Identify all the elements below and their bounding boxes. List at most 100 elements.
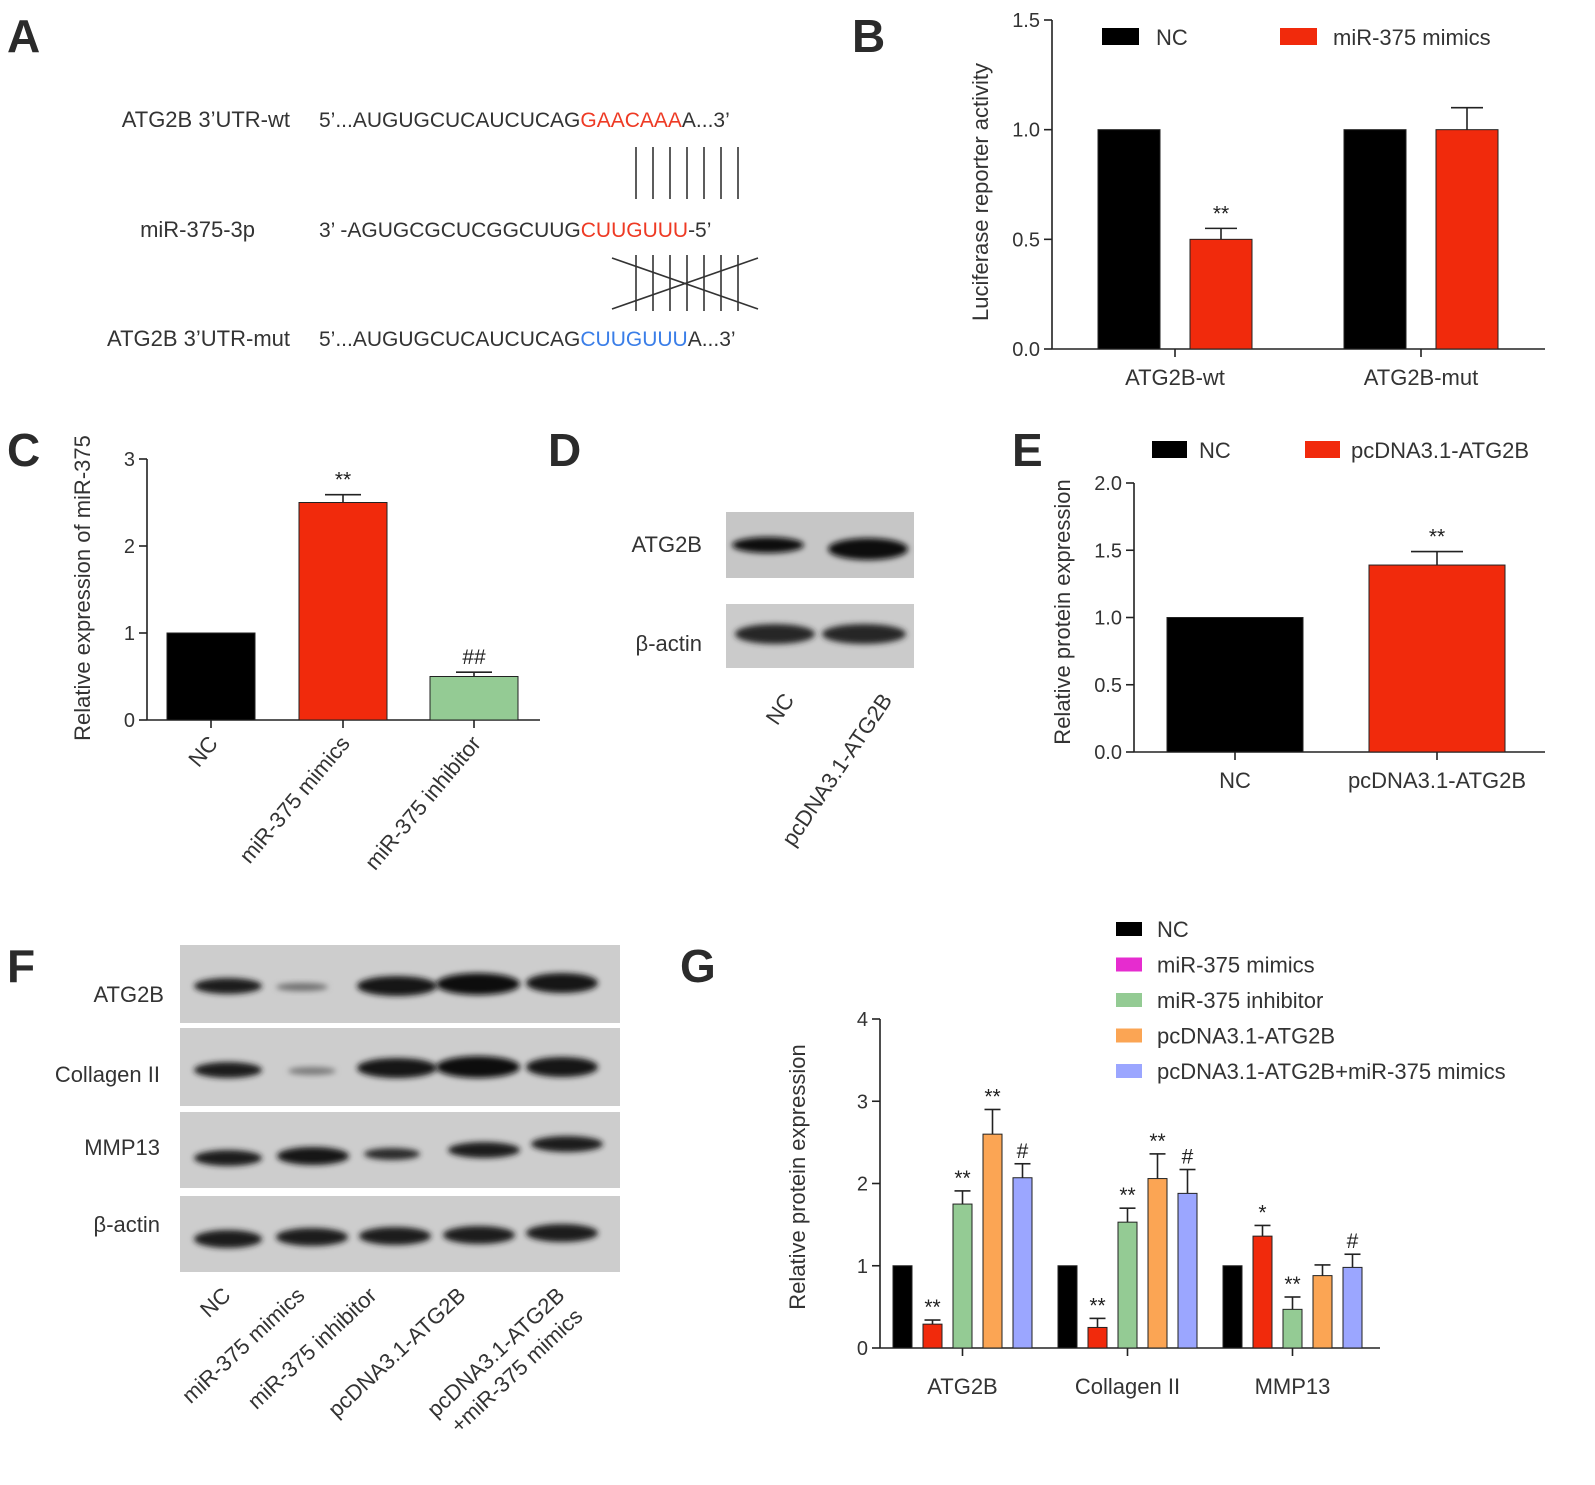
- g-legend-label: pcDNA3.1-ATG2B: [1157, 1024, 1335, 1049]
- panel-label-e: E: [1012, 424, 1043, 476]
- panel-label-b: B: [852, 10, 885, 62]
- g-bar: [922, 1323, 943, 1349]
- g-y-tick-label: 0: [857, 1338, 868, 1360]
- e-bar: [1368, 564, 1506, 753]
- g-significance-label: #: [1182, 1146, 1194, 1169]
- e-ylabel: Relative protein expression: [1050, 479, 1075, 744]
- b-bar: [1189, 238, 1253, 350]
- e-y-tick-label: 0.5: [1094, 675, 1122, 697]
- c-bar: [298, 502, 388, 721]
- e-legend-swatch-nc: [1152, 441, 1187, 458]
- d-blot-label-atg2b: ATG2B: [631, 532, 702, 557]
- d-lane-label-nc: NC: [761, 689, 800, 729]
- seq-wt-site: GAACAAA: [580, 109, 682, 132]
- seq-mirna-prefix: 3’ -AGUGCGCUCGGCUUG: [319, 219, 581, 242]
- g-bar: [1222, 1265, 1243, 1349]
- b-legend-swatch-nc: [1102, 28, 1139, 45]
- seq-wt: 5’...AUGUGCUCAUCUCAGGAACAAAA...3’: [319, 109, 730, 132]
- f-blot-label-actin: β-actin: [94, 1212, 160, 1237]
- e-legend-swatch-pcdna: [1305, 441, 1340, 458]
- e-y-tick-label: 2.0: [1094, 473, 1122, 495]
- c-significance-label: ##: [462, 646, 486, 669]
- seq-mut: 5’...AUGUGCUCAUCUCAGCUUGUUUA...3’: [319, 328, 736, 351]
- g-bar: [1147, 1178, 1168, 1349]
- d-blot-atg2b: [726, 512, 914, 578]
- g-legend-swatch: [1116, 1028, 1142, 1043]
- panel-label-f: F: [7, 940, 35, 992]
- b-legend-label-mimics: miR-375 mimics: [1333, 25, 1491, 50]
- b-bar: [1097, 129, 1161, 350]
- mismatch-cross-2: [611, 257, 759, 310]
- seq-name-mut: ATG2B 3’UTR-mut: [107, 326, 290, 351]
- g-legend-swatch: [1116, 993, 1142, 1007]
- g-legend-label: NC: [1157, 917, 1189, 942]
- f-blot-atg2b: [180, 945, 620, 1023]
- b-y-tick-label: 0.5: [1012, 229, 1040, 251]
- seq-mut-prefix: 5’...AUGUGCUCAUCUCAG: [319, 328, 580, 351]
- g-legend-label: miR-375 inhibitor: [1157, 988, 1323, 1013]
- g-significance-label: **: [984, 1085, 1000, 1108]
- g-category-label: MMP13: [1255, 1374, 1331, 1399]
- panel-label-g: G: [680, 940, 716, 992]
- g-bar: [1057, 1265, 1078, 1349]
- g-significance-label: **: [924, 1296, 940, 1319]
- g-y-tick-label: 4: [857, 1009, 868, 1031]
- g-bar: [982, 1133, 1003, 1349]
- g-bar: [1012, 1177, 1033, 1349]
- seq-name-mirna: miR-375-3p: [140, 217, 255, 242]
- g-legend-swatch: [1116, 922, 1142, 936]
- g-significance-label: **: [1149, 1130, 1165, 1153]
- g-legend: NC miR-375 mimics miR-375 inhibitor pcDNA3.…: [1116, 917, 1506, 1084]
- panel-b: B Luciferase reporter activity 0.0 0.5 1.0…: [852, 10, 1545, 390]
- panel-g: G Relative protein expression NC miR-375 …: [680, 917, 1506, 1399]
- g-significance-label: **: [1089, 1294, 1105, 1317]
- b-bar: [1343, 129, 1407, 350]
- c-bar: [166, 632, 256, 721]
- f-lane-label-nc: NC: [195, 1282, 235, 1322]
- g-bar: [1282, 1308, 1303, 1349]
- panel-d: D ATG2B β-actin NC pcDNA3.1-ATG2B: [548, 424, 914, 850]
- seq-mut-suffix: A...3’: [688, 328, 736, 351]
- f-blot-label-atg2b: ATG2B: [93, 982, 164, 1007]
- f-blot-actin: [180, 1196, 620, 1272]
- pairing-lines-bottom: [611, 255, 759, 311]
- g-y-tick-label: 3: [857, 1091, 868, 1113]
- g-y-tick-label: 1: [857, 1256, 868, 1278]
- chart-g: 0 1 2 3 4 ATG2B ** ** ** # Collagen II ** ** ** # MMP13…: [857, 1009, 1380, 1399]
- e-y-tick-label: 0.0: [1094, 742, 1122, 764]
- f-blot-label-collagen: Collagen II: [55, 1062, 160, 1087]
- g-y-tick-label: 2: [857, 1174, 868, 1196]
- panel-c: C Relative expression of miR-375 0 1 2 3 NC *…: [7, 424, 540, 875]
- c-significance-label: **: [335, 469, 351, 492]
- seq-wt-prefix: 5’...AUGUGCUCAUCUCAG: [319, 109, 580, 132]
- g-category-label: Collagen II: [1075, 1374, 1180, 1399]
- chart-c: 0 1 2 3 NC ** miR-375 mimics ## miR-375 inhibito…: [124, 449, 540, 875]
- d-blot-actin: [726, 604, 914, 668]
- d-lane-label-pcdna: pcDNA3.1-ATG2B: [777, 689, 897, 851]
- g-significance-label: *: [1258, 1201, 1266, 1224]
- seq-mirna: 3’ -AGUGCGCUCGGCUUGCUUGUUU-5’: [319, 219, 711, 242]
- g-legend-label: miR-375 mimics: [1157, 953, 1315, 978]
- b-category-label: ATG2B-wt: [1125, 365, 1225, 390]
- f-blot-collagen: [180, 1028, 620, 1106]
- e-legend-label-nc: NC: [1199, 438, 1231, 463]
- g-category-label: ATG2B: [927, 1374, 998, 1399]
- e-significance-label: **: [1429, 526, 1445, 549]
- g-legend-swatch: [1116, 1064, 1142, 1078]
- g-significance-label: **: [1284, 1273, 1300, 1296]
- g-bar: [1312, 1275, 1333, 1349]
- b-significance-label: **: [1213, 202, 1229, 225]
- c-category-label: miR-375 mimics: [234, 731, 355, 868]
- g-legend-swatch: [1116, 957, 1142, 972]
- e-legend-label-pcdna: pcDNA3.1-ATG2B: [1351, 438, 1529, 463]
- pairing-lines-top: [635, 147, 739, 199]
- g-ylabel: Relative protein expression: [785, 1044, 810, 1309]
- g-bar: [892, 1265, 913, 1349]
- d-blot-label-actin: β-actin: [636, 631, 702, 656]
- e-y-tick-label: 1.5: [1094, 540, 1122, 562]
- b-category-label: ATG2B-mut: [1364, 365, 1479, 390]
- c-y-tick-label: 0: [124, 710, 135, 732]
- f-blot-mmp13: [180, 1112, 620, 1188]
- seq-mirna-site: CUUGUUU: [581, 219, 688, 242]
